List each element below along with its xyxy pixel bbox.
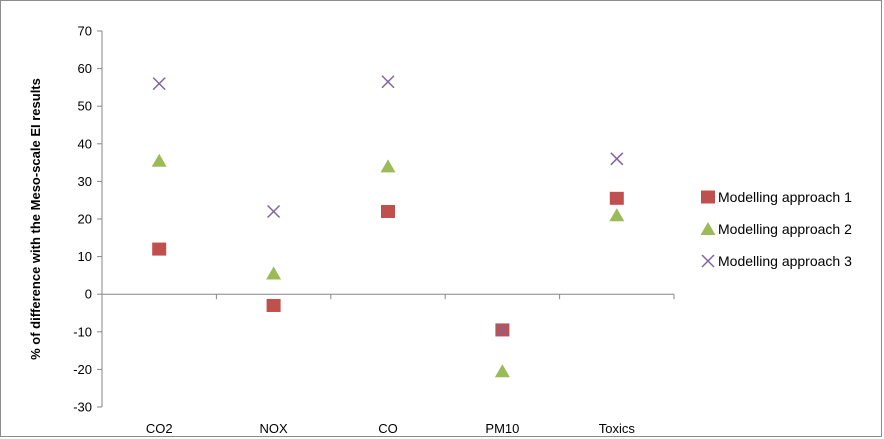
x-tick-label: CO2 <box>146 421 173 436</box>
data-point-series-1 <box>266 298 281 312</box>
data-point-series-2 <box>609 208 625 222</box>
y-ticks: -30 -20 -10 0 10 20 30 40 50 60 70 <box>73 24 102 415</box>
data-point-series-2 <box>494 364 510 378</box>
legend: Modelling approach 1 Modelling approach 2… <box>700 189 852 269</box>
data-point-series-1 <box>381 204 395 218</box>
data-point-series-3 <box>152 77 166 91</box>
legend-marker-series-3 <box>701 254 715 268</box>
x-tick-label: CO <box>378 421 398 436</box>
data-points <box>151 75 625 378</box>
y-tick-label: 70 <box>78 24 92 39</box>
y-tick-label: -20 <box>73 362 92 377</box>
y-tick-label: -30 <box>73 400 92 415</box>
y-tick-label: 40 <box>78 136 92 151</box>
data-point-series-3 <box>381 75 395 89</box>
x-tick-label: Toxics <box>599 421 636 436</box>
data-point-series-1 <box>152 242 167 256</box>
data-point-series-3 <box>610 152 624 166</box>
legend-label-series-3: Modelling approach 3 <box>718 253 852 269</box>
legend-marker-series-1 <box>701 190 715 204</box>
data-point-series-3 <box>267 204 281 219</box>
y-tick-label: 10 <box>78 249 92 264</box>
y-tick-label: 0 <box>85 287 92 302</box>
x-ticks: CO2 NOX CO PM10 Toxics <box>101 294 675 436</box>
legend-marker-series-2 <box>700 222 716 235</box>
y-axis-label: % of difference with the Meso-scale EI r… <box>28 78 43 360</box>
y-tick-label: -10 <box>73 324 92 339</box>
data-point-series-2 <box>266 266 282 280</box>
data-point-series-3 <box>495 323 509 337</box>
y-tick-label: 30 <box>78 174 92 189</box>
legend-label-series-2: Modelling approach 2 <box>718 221 852 237</box>
data-point-series-1 <box>609 191 624 205</box>
x-tick-label: PM10 <box>485 421 519 436</box>
x-tick-label: NOX <box>260 421 289 436</box>
data-point-series-2 <box>151 153 167 167</box>
y-tick-label: 20 <box>78 212 92 227</box>
data-point-series-2 <box>380 159 396 173</box>
axes <box>101 31 674 407</box>
legend-label-series-1: Modelling approach 1 <box>718 189 852 205</box>
y-tick-label: 50 <box>78 99 92 114</box>
y-tick-label: 60 <box>78 61 92 76</box>
